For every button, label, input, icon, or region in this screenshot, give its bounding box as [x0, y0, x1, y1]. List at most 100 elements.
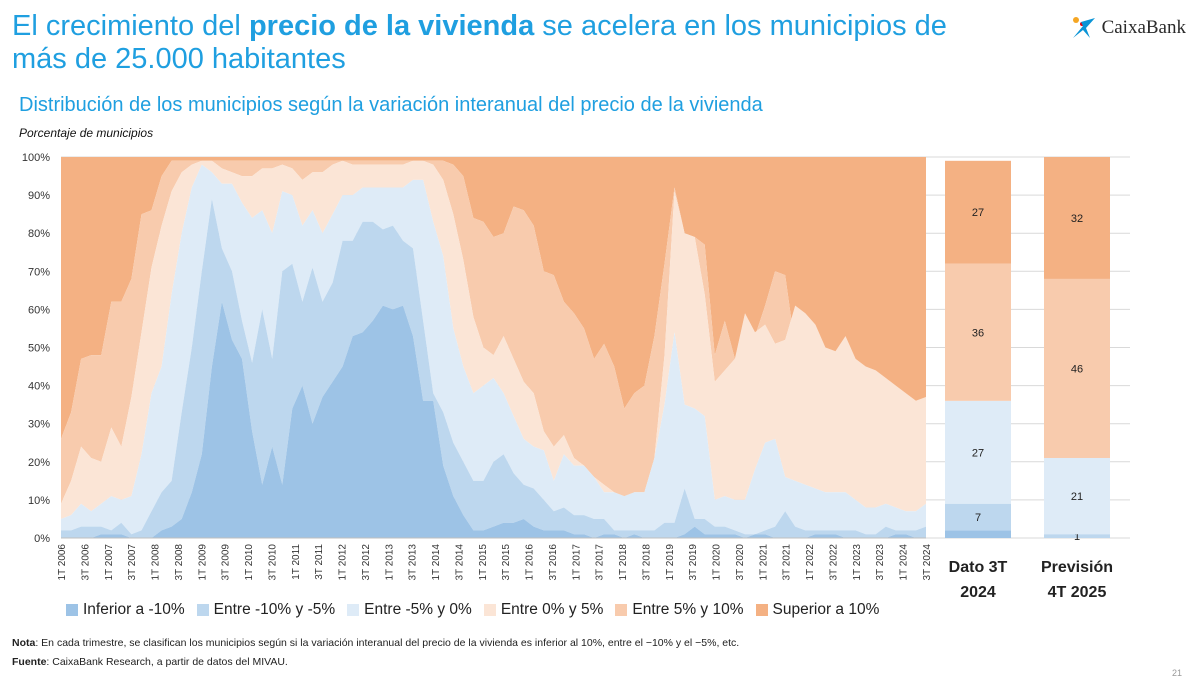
- x-tick-label: 1T 2009: [197, 544, 208, 581]
- bar-category-label: Previsión: [1041, 559, 1113, 576]
- x-tick-label: 3T 2008: [174, 544, 185, 581]
- source-note: Fuente: CaixaBank Research, a partir de …: [12, 656, 288, 668]
- bar-value-label: 32: [1071, 213, 1083, 225]
- x-tick-label: 1T 2020: [712, 544, 723, 581]
- legend-label: Entre -10% y -5%: [213, 601, 336, 618]
- bar-category-label: 4T 2025: [1048, 584, 1107, 600]
- source-text: : CaixaBank Research, a partir de datos …: [46, 656, 288, 668]
- note-text: : En cada trimestre, se clasifican los m…: [35, 637, 740, 649]
- x-tick-label: 3T 2014: [454, 544, 465, 581]
- x-tick-label: 3T 2018: [642, 544, 653, 581]
- y-tick-label: 90%: [28, 190, 50, 202]
- x-tick-label: 3T 2016: [548, 544, 559, 581]
- x-tick-label: 1T 2017: [571, 544, 582, 581]
- bar-value-label: 1: [1074, 531, 1080, 543]
- x-tick-label: 3T 2012: [361, 544, 372, 581]
- bar-segment: [1044, 534, 1110, 538]
- x-tick-label: 3T 2007: [127, 544, 138, 581]
- bar-segment: [945, 160, 1011, 264]
- y-tick-label: 20%: [28, 457, 50, 469]
- x-tick-label: 1T 2014: [431, 544, 442, 581]
- y-tick-label: 10%: [28, 495, 50, 507]
- legend-label: Entre 5% y 10%: [632, 601, 744, 618]
- legend-label: Entre 0% y 5%: [500, 601, 604, 618]
- x-tick-label: 1T 2008: [151, 544, 162, 581]
- y-tick-label: 70%: [28, 266, 50, 278]
- stacked-area-chart: 0% 10% 20% 30% 40% 50% 60% 70% 80% 90% 100% 1T 2006…: [22, 152, 1130, 600]
- x-tick-label: 3T 2009: [221, 544, 232, 581]
- y-tick-label: 0%: [34, 533, 50, 545]
- y-tick-label: 80%: [28, 228, 50, 240]
- x-tick-label: 1T 2006: [57, 544, 68, 581]
- bar-segment: [1044, 278, 1110, 458]
- note-label: Nota: [12, 637, 36, 649]
- legend-item: Entre -10% y -5%: [196, 601, 336, 619]
- x-tick-label: 1T 2021: [758, 544, 769, 581]
- x-tick-label: 3T 2011: [314, 544, 325, 580]
- bar-segment: [1044, 157, 1110, 279]
- bar-segment: [945, 400, 1011, 504]
- legend-label: Superior a 10%: [772, 601, 880, 618]
- y-axis-unit: Porcentaje de municipios: [19, 126, 154, 140]
- area-series-4: [61, 160, 926, 520]
- area-series-5: [61, 160, 926, 504]
- brand-name: CaixaBank: [1101, 17, 1186, 38]
- area-series-3: [61, 164, 926, 535]
- bar-value-label: 27: [972, 207, 984, 219]
- bar-segment: [945, 503, 1011, 531]
- x-tick-label: 3T 2015: [501, 544, 512, 581]
- legend: Inferior a -10% Entre -10% y -5% Entre -…: [66, 601, 879, 619]
- x-tick-label: 1T 2010: [244, 544, 255, 581]
- x-tick-label: 3T 2023: [875, 544, 886, 581]
- y-tick-label: 100%: [22, 152, 50, 164]
- bar-value-label: 7: [975, 512, 981, 524]
- x-tick-label: 3T 2022: [829, 544, 840, 581]
- x-tick-label: 3T 2010: [267, 544, 278, 581]
- legend-swatch: [615, 604, 628, 616]
- caixabank-logo: CaixaBank: [1070, 16, 1186, 40]
- source-label: Fuente: [12, 656, 47, 668]
- legend-label: Entre -5% y 0%: [364, 601, 472, 618]
- x-tick-label: 1T 2019: [665, 544, 676, 581]
- legend-item: Entre 5% y 10%: [615, 601, 744, 619]
- legend-label: Inferior a -10%: [83, 601, 185, 618]
- footnote: Nota: En cada trimestre, se clasifican l…: [12, 637, 739, 649]
- legend-swatch: [483, 604, 496, 616]
- bar-value-label: 27: [972, 447, 984, 459]
- area-series-1: [61, 301, 926, 538]
- legend-item: Entre 0% y 5%: [483, 601, 604, 619]
- x-tick-label: 1T 2022: [805, 544, 816, 581]
- page-number: 21: [1171, 668, 1182, 678]
- x-tick-label: 1T 2015: [478, 544, 489, 581]
- legend-swatch: [347, 604, 360, 616]
- y-tick-label: 60%: [28, 304, 50, 316]
- x-tick-label: 1T 2023: [852, 544, 863, 581]
- x-tick-label: 1T 2018: [618, 544, 629, 581]
- x-tick-label: 3T 2021: [782, 544, 793, 581]
- area-series-6: [61, 157, 926, 439]
- star-icon: [1072, 17, 1095, 38]
- legend-item: Entre -5% y 0%: [347, 601, 472, 619]
- y-tick-label: 50%: [28, 343, 50, 355]
- bar-value-label: 36: [972, 327, 984, 339]
- page-title: El crecimiento del precio de la vivienda…: [12, 10, 972, 76]
- title-bold: precio de la vivienda: [248, 10, 535, 42]
- y-tick-label: 30%: [28, 419, 50, 431]
- bar-segment: [1044, 457, 1110, 535]
- bar-value-label: 46: [1071, 364, 1083, 376]
- legend-swatch: [755, 604, 768, 616]
- x-tick-label: 1T 2012: [338, 544, 349, 581]
- legend-item: Superior a 10%: [755, 601, 880, 619]
- x-tick-label: 3T 2020: [735, 544, 746, 581]
- x-tick-label: 3T 2024: [922, 544, 933, 581]
- bar-segment: [945, 263, 1011, 401]
- x-tick-label: 1T 2007: [104, 544, 115, 581]
- legend-item: Inferior a -10%: [66, 601, 185, 619]
- title-part1: El crecimiento del: [12, 10, 249, 42]
- chart-subtitle: Distribución de los municipios según la …: [19, 94, 763, 116]
- bar-category-label: Dato 3T: [949, 559, 1008, 576]
- area-series-2: [61, 198, 926, 538]
- x-tick-label: 3T 2017: [595, 544, 606, 581]
- x-tick-label: 3T 2019: [688, 544, 699, 581]
- y-tick-label: 40%: [28, 381, 50, 393]
